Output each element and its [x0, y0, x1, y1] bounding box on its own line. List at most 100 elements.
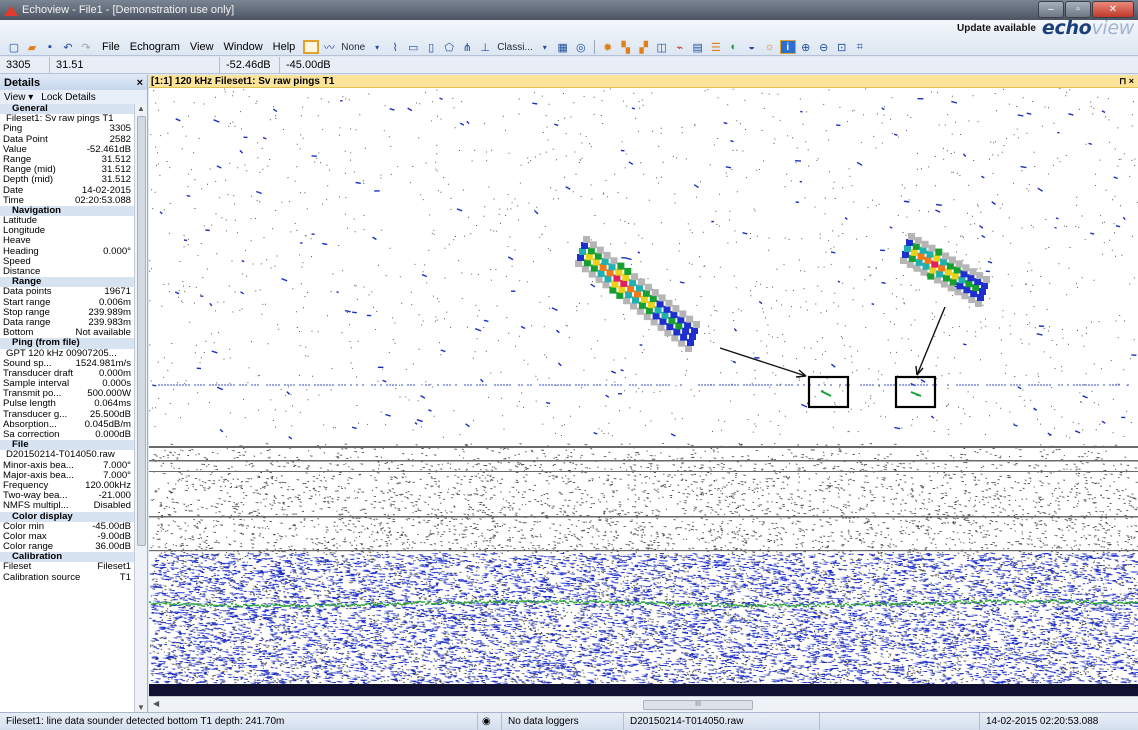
echo-pixel	[955, 260, 963, 268]
echo-pixel	[968, 296, 976, 304]
graph-icon[interactable]: ⌁	[676, 41, 684, 54]
minimize-button[interactable]: –	[1038, 1, 1064, 18]
lock-details-button[interactable]: Lock Details	[41, 91, 96, 103]
echo-pixel	[632, 296, 639, 304]
import-icon[interactable]: ▞	[639, 41, 648, 54]
hscroll-thumb[interactable]: III	[643, 700, 753, 710]
echo-pixel	[638, 278, 645, 286]
range-readout: 31.51	[50, 57, 220, 73]
echo-pixel	[604, 275, 612, 283]
details-row-value: 1524.981m/s	[75, 357, 131, 369]
echo-pixel	[926, 250, 934, 258]
details-section-header: Color display	[0, 511, 134, 522]
echo-pixel	[940, 280, 948, 288]
freehand-region-icon[interactable]: ⌇	[392, 41, 398, 54]
line-style-dropdown[interactable]: None	[341, 41, 366, 53]
scroll-left-icon[interactable]: ◀	[153, 699, 160, 708]
annotation-arrows	[719, 306, 946, 409]
target-icon[interactable]: ◎	[575, 41, 586, 54]
polygon-icon[interactable]: ⬠	[444, 41, 454, 54]
echo-pixel	[981, 282, 988, 289]
details-row-label: General	[12, 104, 48, 114]
details-row-label: Speed	[3, 255, 31, 267]
export-icon[interactable]: ▚	[621, 41, 630, 54]
chevron-down-icon[interactable]: ▾	[542, 42, 547, 52]
echo-pixel	[651, 289, 659, 297]
school-detect-icon[interactable]: ⋔	[462, 41, 472, 54]
window-title: Echoview - File1 - [Demonstration use on…	[22, 4, 235, 16]
classification-dropdown[interactable]: Classi...	[497, 41, 533, 53]
chat-icon[interactable]: ◒	[748, 41, 756, 53]
undo-icon[interactable]: ↶	[63, 41, 73, 54]
echo-pixel	[924, 256, 932, 264]
info-icon[interactable]: i	[779, 40, 796, 54]
layers-icon[interactable]: ☰	[710, 41, 721, 54]
menu-file[interactable]: File	[102, 41, 120, 53]
scrollbar-thumb[interactable]	[137, 116, 146, 546]
details-row-label: Ping (from file)	[12, 337, 80, 349]
echo-pixel	[913, 264, 921, 272]
open-folder-icon[interactable]: ▰	[27, 41, 37, 54]
echo-pixel	[938, 264, 946, 272]
details-row-label: Heave	[3, 235, 31, 247]
ping-readout: 3305	[0, 57, 50, 73]
close-window-button[interactable]: ✕	[1092, 1, 1134, 18]
echo-pixel	[962, 264, 970, 272]
sun-icon[interactable]: ☼	[764, 41, 775, 53]
maximize-button[interactable]: ▫	[1065, 1, 1091, 18]
echo-pixel	[579, 248, 586, 255]
details-row: Fileset Fileset1	[0, 562, 134, 572]
echo-pixel	[666, 323, 674, 331]
menu-echogram[interactable]: Echogram	[129, 41, 180, 53]
line-tool-icon[interactable]: 〰	[323, 42, 335, 54]
select-rectangle-icon[interactable]	[303, 40, 320, 54]
save-icon[interactable]: ▪	[48, 41, 52, 53]
toolbar-separator	[593, 40, 595, 54]
horizontal-band-icon[interactable]: ▭	[407, 41, 419, 54]
zoom-out-icon[interactable]: ⊖	[819, 41, 829, 54]
echo-pixel	[629, 279, 637, 287]
redo-icon[interactable]: ↷	[81, 41, 91, 54]
echogram-hscrollbar[interactable]: ◀ III	[149, 696, 1138, 712]
details-view-menu[interactable]: View ▾	[4, 91, 34, 103]
echo-pixel	[618, 285, 626, 293]
update-available-link[interactable]: Update available	[956, 22, 1036, 34]
echo-pixel	[601, 257, 609, 265]
echo-pixel	[922, 262, 930, 270]
zoom-region-icon[interactable]: ⊡	[837, 41, 847, 54]
details-row: Time 02:20:53.088	[0, 195, 134, 206]
current-file: D20150214-T014050.raw	[624, 713, 820, 730]
menu-help[interactable]: Help	[272, 41, 296, 53]
echogram-image[interactable]	[149, 88, 1138, 696]
vertical-band-icon[interactable]: ▯	[428, 41, 435, 54]
echo-pixel	[672, 305, 680, 313]
details-row: Absorption... 0.045dB/m	[0, 419, 134, 430]
scroll-down-icon[interactable]: ▼	[137, 703, 145, 712]
brand-light-text: view	[1091, 17, 1134, 39]
echo-pixel	[906, 239, 913, 246]
close-details-button[interactable]: ×	[136, 76, 143, 89]
calibration-icon[interactable]: ▤	[692, 41, 703, 54]
variable-icon[interactable]: ◐	[730, 41, 738, 53]
wizard-icon[interactable]: ✹	[603, 41, 613, 54]
echogram-title: [1:1] 120 kHz Fileset1: Sv raw pings T1	[151, 75, 335, 87]
echo-pixel	[650, 318, 658, 326]
echogram-canvas[interactable]	[149, 88, 1138, 696]
echo-pixel	[970, 290, 978, 298]
zoom-in-icon[interactable]: ⊕	[801, 41, 811, 54]
scroll-up-icon[interactable]: ▲	[137, 104, 145, 113]
menu-view[interactable]: View	[189, 41, 214, 53]
table-icon[interactable]: ▦	[557, 41, 568, 54]
logger-icon: ◉	[478, 713, 502, 730]
grid-settings-icon[interactable]: ◫	[656, 41, 667, 54]
details-scrollbar[interactable]: ▲ ▼	[134, 104, 147, 712]
menu-window[interactable]: Window	[223, 41, 263, 53]
details-row: Major-axis bea... 7.000°	[0, 470, 134, 481]
echo-pixel	[581, 265, 589, 273]
zoom-fit-icon[interactable]: ⌗	[856, 40, 863, 53]
bottom-pick-icon[interactable]: ⊥	[480, 41, 490, 54]
chevron-down-icon[interactable]: ▾	[375, 42, 380, 52]
new-file-icon[interactable]: ▢	[8, 41, 20, 54]
update-area: Update available echoview	[956, 17, 1134, 39]
pin-close-icon[interactable]: ⊓ ×	[1119, 75, 1134, 86]
